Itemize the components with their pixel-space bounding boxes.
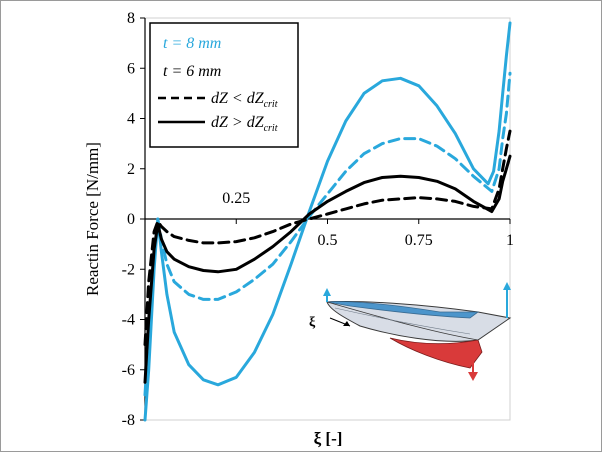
shell-red-region [389, 337, 483, 369]
xi-symbol: ξ [309, 315, 316, 330]
shell-upper-surface [326, 300, 512, 342]
force-arrow-down [468, 372, 478, 381]
series-line-t6-dashed [143, 129, 512, 347]
y-tick-label: -4 [122, 312, 135, 329]
legend-t6: t = 6 mm [163, 63, 221, 80]
series-line-t8-dashed [143, 71, 512, 397]
shell-schematic-illustration: ξ [309, 282, 512, 381]
y-axis-label: Reactin Force [N/mm] [83, 142, 102, 296]
y-tick-label: 0 [127, 211, 135, 228]
legend-dashed-label: dZ < dZcrit [211, 90, 278, 110]
series-line-t8-solid [143, 21, 512, 422]
force-arrow-up-right [503, 282, 511, 290]
x-axis-label: ξ [-] [314, 429, 343, 448]
y-tick-label: 2 [127, 161, 135, 178]
shell-lower-blue-region [326, 301, 480, 319]
axes [140, 17, 511, 421]
x-tick-label: 0.75 [405, 232, 433, 249]
y-tick-label: -8 [122, 412, 135, 429]
force-arrow-up-left [323, 288, 331, 296]
y-tick-label: 6 [127, 60, 135, 77]
x-tick-label: 1 [506, 232, 514, 249]
legend-box [149, 22, 299, 148]
x-tick-label: 0.25 [222, 190, 250, 207]
legend-t8: t = 8 mm [163, 35, 221, 52]
y-tick-label: 8 [127, 10, 135, 27]
y-tick-label: -2 [122, 261, 135, 278]
tick-labels: -8 -6 -4 -2 0 2 4 6 8 0.25 0.5 0.75 1 [122, 10, 514, 429]
shell-inner-line [334, 307, 471, 335]
y-tick-label: -6 [122, 362, 135, 379]
series-lines [143, 21, 512, 422]
series-line-t6-solid [143, 154, 512, 384]
xi-arrow-head [343, 321, 350, 326]
y-tick-label: 4 [127, 111, 135, 128]
legend: t = 8 mm t = 6 mm dZ < dZcrit dZ > dZcri… [149, 22, 299, 148]
x-tick-label: 0.5 [318, 232, 338, 249]
legend-solid-label: dZ > dZcrit [211, 114, 278, 134]
shell-mid-line [326, 301, 479, 341]
